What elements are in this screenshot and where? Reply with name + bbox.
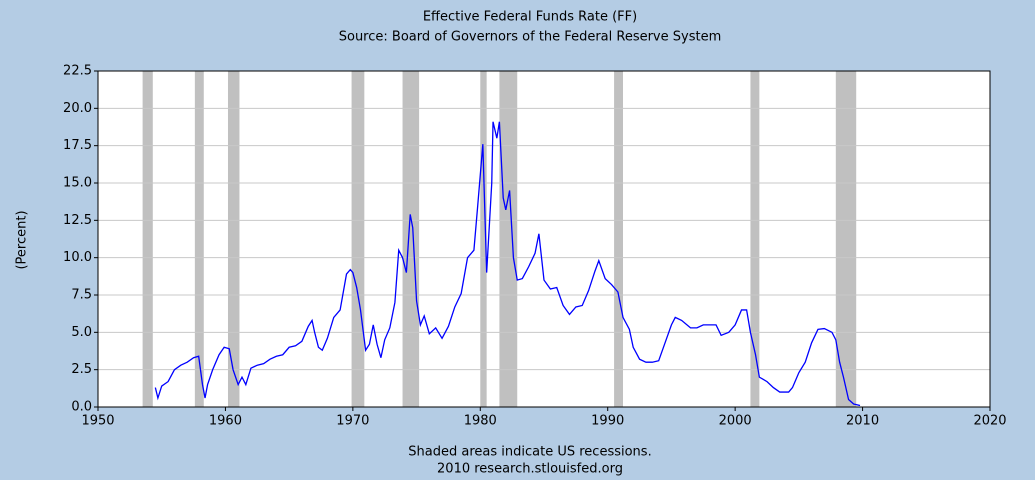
- recession-band: [227, 71, 240, 407]
- y-tick-label: 12.5: [63, 213, 92, 228]
- y-tick-label: 22.5: [63, 64, 92, 79]
- y-axis-label: (Percent): [15, 210, 30, 269]
- recession-band: [351, 71, 365, 407]
- y-tick-label: 10.0: [63, 250, 92, 265]
- recession-band: [480, 71, 487, 407]
- y-tick-label: 17.5: [63, 138, 92, 153]
- y-tick-label: 20.0: [63, 101, 92, 116]
- recession-band: [142, 71, 153, 407]
- y-tick-label: 2.5: [71, 362, 92, 377]
- y-tick-label: 0.0: [71, 400, 92, 415]
- plot-frame: [97, 70, 991, 408]
- recession-band: [614, 71, 624, 407]
- y-tick-label: 5.0: [71, 325, 92, 340]
- y-tick-label: 7.5: [71, 288, 92, 303]
- chart-subtitle: Source: Board of Governors of the Federa…: [339, 30, 722, 45]
- data-line: [154, 121, 861, 407]
- x-tick-label: 1980: [464, 414, 497, 429]
- x-tick-label: 1970: [336, 414, 369, 429]
- footnote: Shaded areas indicate US recessions.: [408, 445, 651, 460]
- x-tick-label: 1990: [591, 414, 624, 429]
- x-tick-label: 2010: [846, 414, 879, 429]
- chart-title: Effective Federal Funds Rate (FF): [423, 10, 637, 25]
- recession-band: [835, 71, 857, 407]
- recession-band: [194, 71, 204, 407]
- recession-band: [750, 71, 760, 407]
- x-tick-label: 1950: [81, 414, 114, 429]
- y-tick-label: 15.0: [63, 176, 92, 191]
- x-tick-label: 1960: [209, 414, 242, 429]
- recession-band: [402, 71, 420, 407]
- recession-band: [499, 71, 518, 407]
- credit: 2010 research.stlouisfed.org: [437, 462, 623, 477]
- x-tick-label: 2000: [719, 414, 752, 429]
- x-tick-label: 2020: [973, 414, 1006, 429]
